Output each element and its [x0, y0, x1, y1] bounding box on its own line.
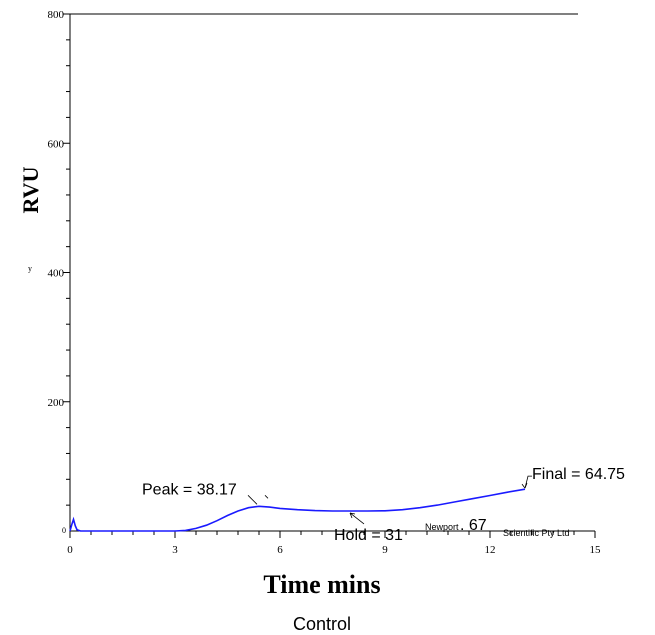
watermark-number: . 67 — [460, 517, 487, 534]
plot-area: 200 400 600 800 0 3 6 9 12 15 Peak = 38.17 Hold =… — [48, 9, 626, 556]
x-tick-label: 0 — [67, 544, 73, 556]
y-tick-label: 400 — [48, 268, 65, 280]
x-tick-label: 3 — [172, 544, 178, 556]
y-tick-label: 600 — [48, 138, 65, 150]
x-tick-label: 6 — [277, 544, 283, 556]
y-tick-label: 800 — [48, 9, 65, 21]
final-arrow — [521, 475, 532, 489]
y-side-mark: y — [28, 264, 32, 273]
x-axis-title: Time mins — [263, 570, 380, 599]
hold-annotation: Hold = 31 — [334, 527, 403, 544]
final-annotation: Final = 64.75 — [532, 466, 625, 483]
y-ticks: 200 400 600 800 — [48, 9, 70, 506]
x-ticks: 0 3 6 9 12 15 — [67, 531, 601, 556]
hold-arrow — [349, 512, 365, 525]
y-zero-label: 0 — [62, 526, 66, 535]
x-tick-label: 9 — [382, 544, 388, 556]
annotations: Peak = 38.17 Hold = 31 Final = 64.75 Newpor… — [142, 466, 625, 544]
peak-arrow — [247, 495, 258, 505]
y-axis-title: RVU — [18, 166, 43, 213]
watermark-newport: Newport — [425, 522, 459, 532]
watermark-scientific: Scientific Pty Ltd — [503, 528, 570, 538]
series-line — [69, 488, 526, 532]
x-tick-label: 15 — [590, 544, 602, 556]
x-tick-label: 12 — [485, 544, 496, 556]
y-tick-label: 200 — [48, 397, 65, 409]
peak-tick-mark — [264, 495, 269, 499]
chart-caption: Control — [293, 614, 351, 634]
peak-annotation: Peak = 38.17 — [142, 481, 237, 498]
